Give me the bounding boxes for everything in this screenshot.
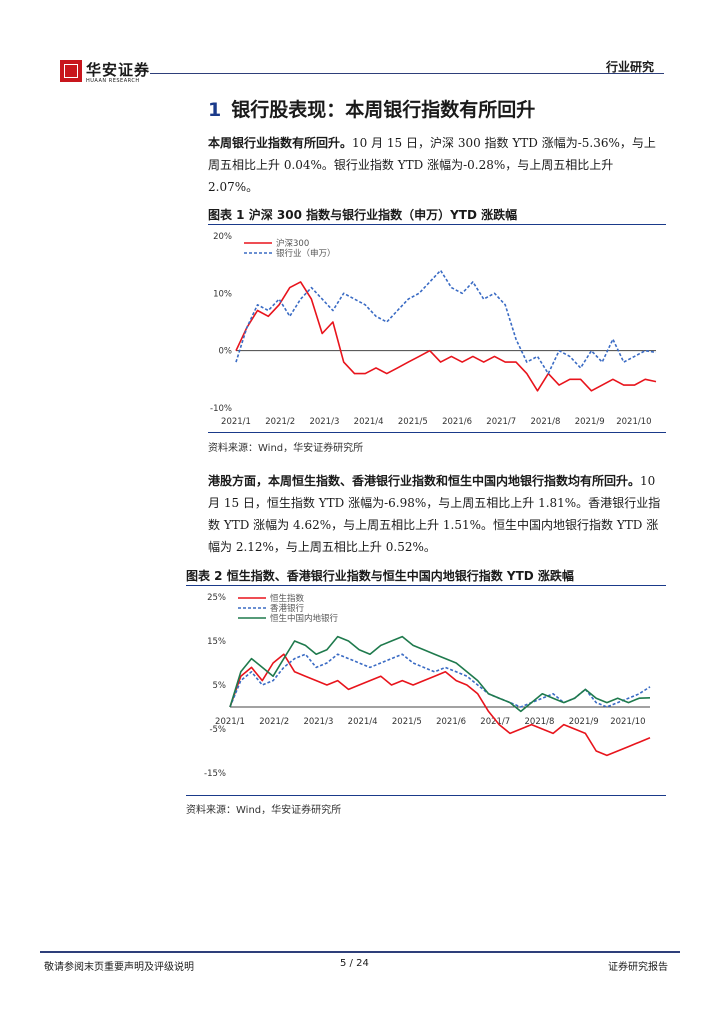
paragraph-1-body: 10 月 15 日，沪深 300 指数 YTD 涨幅为-5.36%，与上周五相比… bbox=[208, 136, 656, 194]
footer-disclaimer: 敬请参阅末页重要声明及评级说明 bbox=[44, 962, 194, 973]
section-title-text: 银行股表现：本周银行指数有所回升 bbox=[231, 99, 536, 121]
x-tick-label: 2021/9 bbox=[575, 417, 605, 427]
y-tick-label: 20% bbox=[213, 232, 232, 242]
logo-text: 华安证券 bbox=[86, 61, 151, 79]
legend-label: 沪深300 bbox=[276, 238, 309, 249]
chart-2: 25% 15% 5% -5% -15% 2021/1 2021/2 2021/3 2021/4 2… bbox=[204, 593, 651, 779]
x-tick-label: 2021/3 bbox=[303, 717, 333, 727]
section-number: 1 bbox=[208, 99, 222, 121]
section-title: 1 银行股表现：本周银行指数有所回升 bbox=[208, 95, 535, 122]
figure-2-top-rule bbox=[186, 585, 666, 586]
legend-label: 银行业（申万） bbox=[276, 248, 336, 259]
paragraph-1: 本周银行业指数有所回升。10 月 15 日，沪深 300 指数 YTD 涨幅为-… bbox=[208, 132, 666, 198]
figure-1-bottom-rule bbox=[208, 432, 666, 433]
paragraph-2-lead: 港股方面，本周恒生指数、香港银行业指数和恒生中国内地银行指数均有所回升。 bbox=[208, 474, 641, 488]
x-tick-label: 2021/4 bbox=[354, 417, 384, 427]
x-tick-label: 2021/1 bbox=[215, 717, 245, 727]
series-line bbox=[235, 281, 657, 392]
figure-1-top-rule bbox=[208, 224, 666, 225]
paragraph-2-body: 10 月 15 日，恒生指数 YTD 涨幅为-6.98%，与上周五相比上升 1.… bbox=[208, 474, 661, 554]
paragraph-1-lead: 本周银行业指数有所回升。 bbox=[208, 136, 353, 150]
x-tick-label: 2021/7 bbox=[480, 717, 510, 727]
legend-label: 香港银行 bbox=[270, 603, 305, 614]
y-tick-label: 5% bbox=[213, 681, 227, 691]
series-line bbox=[235, 269, 657, 375]
series-line bbox=[229, 653, 651, 757]
x-tick-label: 2021/8 bbox=[525, 717, 555, 727]
figure-2-title: 图表 2 恒生指数、香港银行业指数与恒生中国内地银行指数 YTD 涨跌幅 bbox=[186, 569, 574, 583]
logo-subtext: HUAAN RESEARCH bbox=[86, 78, 140, 84]
logo-icon bbox=[60, 60, 82, 82]
y-tick-label: -10% bbox=[210, 404, 232, 414]
y-tick-label: -15% bbox=[204, 769, 226, 779]
x-tick-label: 2021/2 bbox=[265, 417, 295, 427]
y-tick-label: 25% bbox=[207, 593, 226, 603]
x-tick-label: 2021/8 bbox=[531, 417, 561, 427]
x-tick-label: 2021/5 bbox=[398, 417, 428, 427]
y-tick-label: 15% bbox=[207, 637, 226, 647]
legend-label: 恒生指数 bbox=[270, 593, 305, 604]
page-number: 5 / 24 bbox=[340, 958, 369, 969]
x-tick-label: 2021/5 bbox=[392, 717, 422, 727]
paragraph-2: 港股方面，本周恒生指数、香港银行业指数和恒生中国内地银行指数均有所回升。10 月… bbox=[208, 470, 666, 558]
x-tick-label: 2021/9 bbox=[569, 717, 599, 727]
x-tick-label: 2021/6 bbox=[436, 717, 466, 727]
figure-1-title: 图表 1 沪深 300 指数与银行业指数（申万）YTD 涨跌幅 bbox=[208, 208, 518, 222]
footer-report-type: 证券研究报告 bbox=[608, 962, 668, 973]
x-tick-label: 2021/3 bbox=[309, 417, 339, 427]
x-tick-label: 2021/6 bbox=[442, 417, 472, 427]
x-tick-label: 2021/10 bbox=[610, 717, 645, 727]
x-tick-label: 2021/7 bbox=[486, 417, 516, 427]
chart-1: 20% 10% 0% -10% 2021/1 2021/2 2021/3 2021/4 2021… bbox=[210, 232, 657, 427]
figure-2-bottom-rule bbox=[186, 795, 666, 796]
y-tick-label: 0% bbox=[219, 347, 233, 357]
x-tick-label: 2021/1 bbox=[221, 417, 251, 427]
y-tick-label: -5% bbox=[209, 725, 226, 735]
x-tick-label: 2021/2 bbox=[259, 717, 289, 727]
footer-divider bbox=[40, 951, 680, 953]
series-line bbox=[229, 653, 651, 708]
x-tick-label: 2021/10 bbox=[616, 417, 651, 427]
figure-2-source: 资料来源：Wind，华安证券研究所 bbox=[186, 805, 342, 816]
header-tag: 行业研究 bbox=[606, 60, 655, 74]
header-divider bbox=[150, 73, 664, 74]
x-tick-label: 2021/4 bbox=[348, 717, 378, 727]
figure-1-source: 资料来源：Wind，华安证券研究所 bbox=[208, 443, 364, 454]
legend-label: 恒生中国内地银行 bbox=[270, 613, 339, 624]
series-line bbox=[229, 635, 651, 713]
y-tick-label: 10% bbox=[213, 289, 232, 299]
